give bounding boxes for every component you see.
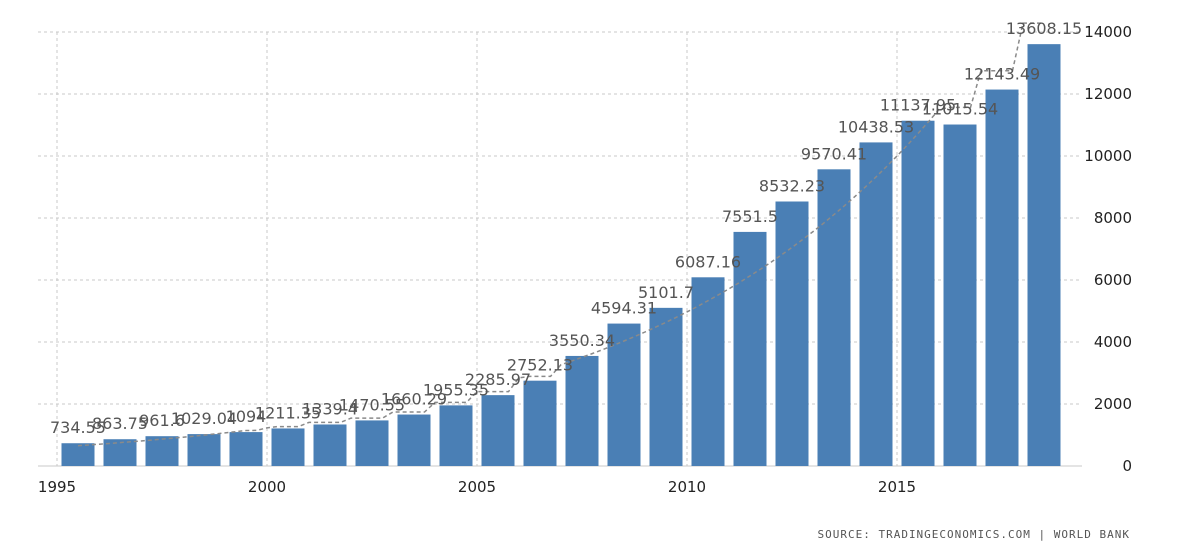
data-label: 863.75 (92, 414, 148, 433)
data-label: 11137.95 (880, 96, 956, 115)
data-label: 2752.13 (507, 356, 573, 375)
bar (229, 432, 263, 466)
y-tick-label: 2000 (1094, 395, 1132, 413)
y-tick-label: 12000 (1084, 85, 1132, 103)
data-label: 13608.15 (1006, 19, 1082, 38)
trend-line (77, 22, 1044, 447)
y-tick-label: 10000 (1084, 147, 1132, 165)
bar (187, 434, 221, 466)
data-label: 12143.49 (964, 65, 1040, 84)
data-label: 1094 (226, 407, 267, 426)
bar (565, 355, 599, 466)
data-label: 5101.7 (638, 283, 694, 302)
bar (1027, 44, 1061, 467)
bar (313, 424, 347, 466)
bar (985, 89, 1019, 466)
data-label: 11015.54 (922, 100, 998, 119)
bar (397, 414, 431, 466)
bar (817, 169, 851, 466)
bar (943, 124, 977, 467)
data-label: 1955.35 (423, 380, 489, 399)
x-tick-label: 2005 (458, 478, 496, 496)
data-label: 1660.29 (381, 390, 447, 409)
data-label: 9570.41 (801, 144, 867, 163)
data-label: 10438.53 (838, 117, 914, 136)
bar (439, 405, 473, 466)
bar (61, 443, 95, 466)
data-label: 2285.97 (465, 370, 531, 389)
data-label: 7551.5 (722, 207, 778, 226)
x-tick-label: 2010 (668, 478, 706, 496)
bar (523, 380, 557, 466)
bar (481, 395, 515, 466)
data-label: 6087.16 (675, 252, 741, 271)
bar (145, 436, 179, 466)
bar (271, 428, 305, 466)
data-label: 1339.4 (302, 399, 358, 418)
data-label: 734.55 (50, 418, 106, 437)
y-tick-label: 6000 (1094, 271, 1132, 289)
data-label: 8532.23 (759, 177, 825, 196)
bar (355, 420, 389, 466)
source-note: SOURCE: TRADINGECONOMICS.COM | WORLD BAN… (817, 528, 1130, 541)
bar (859, 142, 893, 466)
x-tick-label: 2000 (248, 478, 286, 496)
y-tick-label: 8000 (1094, 209, 1132, 227)
data-label: 1029.04 (171, 409, 237, 428)
data-label: 1470.55 (339, 395, 405, 414)
y-tick-label: 0 (1122, 457, 1132, 475)
bar (775, 201, 809, 467)
x-tick-label: 2015 (878, 478, 916, 496)
bar (733, 231, 767, 466)
data-label: 4594.31 (591, 299, 657, 318)
bar (649, 307, 683, 466)
y-tick-label: 14000 (1084, 23, 1132, 41)
data-label: 1211.35 (255, 403, 321, 422)
y-tick-label: 4000 (1094, 333, 1132, 351)
bar (691, 277, 725, 466)
data-label: 3550.34 (549, 331, 615, 350)
bar (901, 120, 935, 467)
data-label: 961.6 (139, 411, 185, 430)
x-tick-label: 1995 (38, 478, 76, 496)
bar (607, 323, 641, 466)
